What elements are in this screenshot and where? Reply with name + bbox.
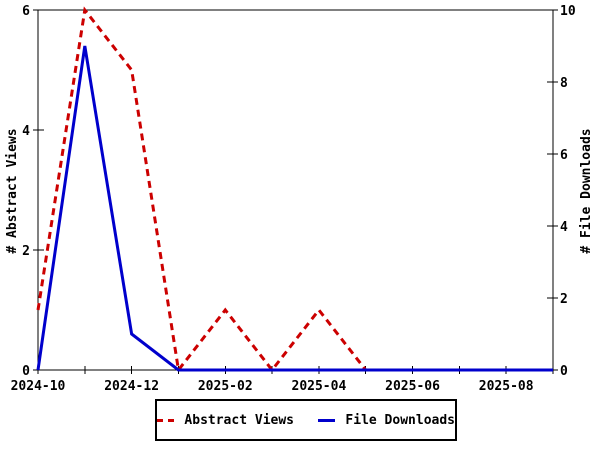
legend-label-file-downloads: File Downloads: [345, 412, 455, 428]
right-tick-label: 8: [560, 76, 568, 91]
right-tick-label: 2: [560, 292, 568, 307]
x-tick-label: 2024-10: [11, 379, 66, 394]
right-tick-label: 6: [560, 148, 568, 163]
right-tick-label: 4: [560, 220, 568, 235]
series-line-abstract-views: [36, 6, 553, 374]
x-tick-label: 2025-08: [479, 379, 534, 394]
x-tick-label: 2024-12: [104, 379, 159, 394]
left-tick-label: 6: [22, 4, 30, 19]
x-tick-label: 2025-02: [198, 379, 253, 394]
left-axis-title: # Abstract Views: [5, 128, 20, 254]
right-axis-title: # File Downloads: [579, 128, 594, 254]
left-tick-label: 2: [22, 244, 30, 259]
legend-swatch-abstract-views: [157, 418, 175, 422]
series-line-file-downloads: [36, 45, 553, 372]
legend: Abstract Views File Downloads: [155, 399, 457, 441]
left-tick-label: 0: [22, 364, 30, 379]
legend-swatch-file-downloads: [318, 418, 336, 422]
x-tick-label: 2025-06: [385, 379, 440, 394]
right-tick-label: 0: [560, 364, 568, 379]
right-tick-label: 10: [560, 4, 576, 19]
legend-label-abstract-views: Abstract Views: [184, 412, 294, 428]
x-tick-label: 2025-04: [292, 379, 347, 394]
left-tick-label: 4: [22, 124, 30, 139]
